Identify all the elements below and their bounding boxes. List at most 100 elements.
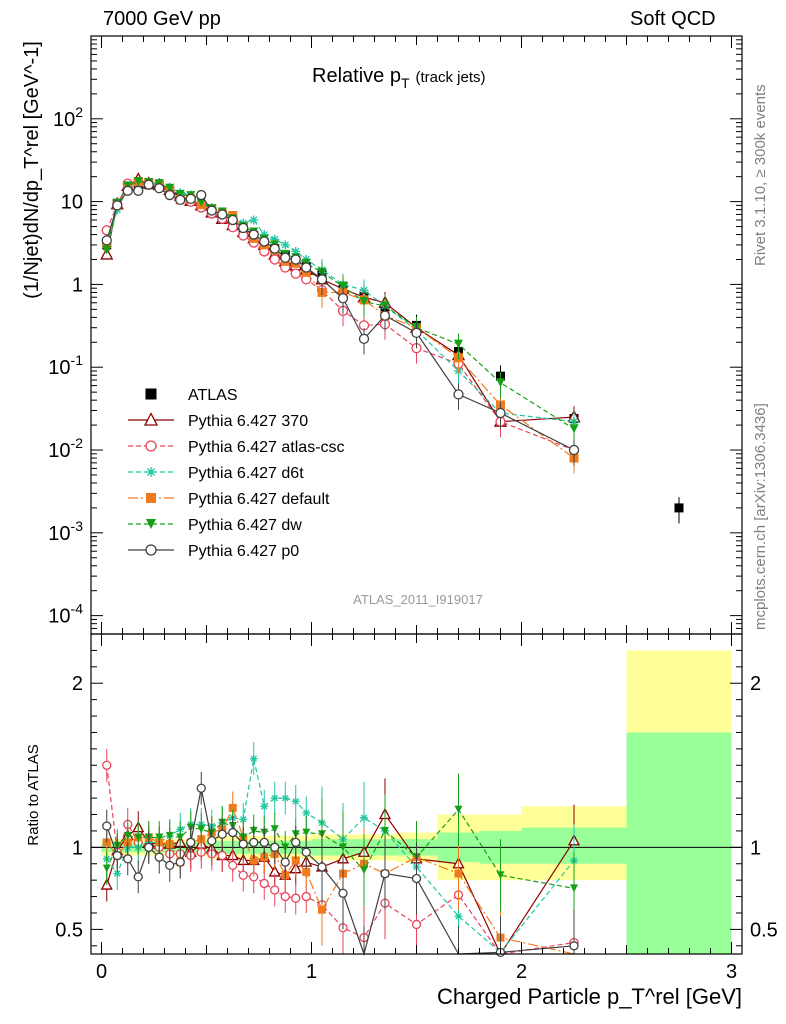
ratio-y-tick-label: 2 xyxy=(750,673,761,695)
data-point xyxy=(337,293,349,304)
y-tick-label: 10-1 xyxy=(48,352,83,379)
data-point xyxy=(112,200,123,211)
legend-entry: Pythia 6.427 dw xyxy=(128,517,302,534)
data-point xyxy=(270,885,280,895)
data-point xyxy=(317,862,327,872)
series-line xyxy=(106,184,575,451)
rivet-version-label: Rivet 3.1.10, ≥ 300k events xyxy=(752,84,769,266)
x-tick-label: 2 xyxy=(516,961,527,983)
header-right: Soft QCD xyxy=(630,8,716,30)
data-point xyxy=(239,815,248,824)
data-point xyxy=(143,412,159,426)
y-tick-label: 10-4 xyxy=(48,601,83,628)
data-point xyxy=(175,857,185,867)
y-tick-label: 1 xyxy=(72,274,83,296)
legend-label: ATLAS xyxy=(188,387,238,404)
header-left: 7000 GeV pp xyxy=(103,8,221,30)
y-tick-label: 10 xyxy=(61,192,83,214)
data-point xyxy=(570,884,578,893)
data-point xyxy=(196,783,206,793)
data-point xyxy=(569,424,579,434)
data-point xyxy=(281,794,290,803)
x-tick-label: 3 xyxy=(726,961,737,983)
data-point xyxy=(259,837,269,848)
data-point xyxy=(360,813,368,822)
data-point xyxy=(569,941,579,951)
data-point xyxy=(269,243,280,254)
data-point xyxy=(301,262,312,273)
data-point xyxy=(154,852,164,862)
legend-label: Pythia 6.427 dw xyxy=(188,517,302,534)
data-point xyxy=(238,839,248,849)
series-line xyxy=(106,180,575,430)
data-point xyxy=(259,230,269,240)
data-point xyxy=(338,281,348,291)
data-point xyxy=(133,176,143,186)
data-point xyxy=(270,794,279,803)
ratio-series-5 xyxy=(102,771,579,958)
data-point xyxy=(238,870,248,880)
data-point xyxy=(495,407,506,419)
data-point xyxy=(454,869,463,878)
ratio-line xyxy=(106,765,575,955)
data-point xyxy=(270,842,280,852)
data-point xyxy=(155,833,164,842)
series-line xyxy=(106,182,575,423)
ratio-y-tick-label: 1 xyxy=(750,837,761,859)
data-point xyxy=(291,797,300,806)
data-point xyxy=(145,440,157,452)
legend-entry: Pythia 6.427 atlas-csc xyxy=(128,439,345,456)
data-point xyxy=(228,860,238,871)
ratio-y-axis-label: Ratio to ATLAS xyxy=(25,744,42,845)
data-point xyxy=(217,209,228,220)
data-point xyxy=(291,246,301,256)
ratio-series-layer xyxy=(100,742,581,958)
data-point xyxy=(674,503,684,513)
data-point xyxy=(568,444,580,456)
data-point xyxy=(101,235,112,246)
data-point xyxy=(411,327,422,339)
ratio-line xyxy=(106,808,575,889)
mcplots-label: mcplots.cern.ch [arXiv:1306.3436] xyxy=(752,403,769,630)
ratio-y-tick-label: 1 xyxy=(72,837,83,859)
data-point xyxy=(302,867,311,876)
data-point xyxy=(359,297,369,307)
data-point xyxy=(290,268,301,279)
axes-layer: 10-4 10-3 10-2 10-1 1 10 102 0 1 2 3 0.5 0.5 1 1 2 2 (1/N… xyxy=(21,35,778,1009)
data-point xyxy=(227,214,238,226)
y-tick-label: 102 xyxy=(53,104,83,131)
data-point xyxy=(146,493,156,503)
uncertainty-band-green xyxy=(626,732,732,954)
data-point xyxy=(217,850,227,861)
series-2 xyxy=(101,177,580,466)
data-point xyxy=(144,842,154,852)
ratio-y-tick-label: 0.5 xyxy=(55,919,83,941)
analysis-tag: ATLAS_2011_I919017 xyxy=(353,592,483,607)
data-point xyxy=(290,254,301,265)
data-point xyxy=(280,240,290,250)
data-point xyxy=(146,519,156,529)
data-point xyxy=(102,245,112,255)
data-point xyxy=(280,891,290,902)
ratio-line xyxy=(106,758,575,954)
series-6 xyxy=(101,179,580,466)
x-tick-label: 1 xyxy=(306,961,317,983)
legend-entry: Pythia 6.427 370 xyxy=(128,412,308,430)
legend-label: Pythia 6.427 d6t xyxy=(188,465,304,482)
data-point xyxy=(196,189,207,201)
data-point xyxy=(249,215,259,225)
data-point xyxy=(217,829,227,839)
data-point xyxy=(113,869,122,878)
data-point xyxy=(379,310,391,321)
data-point xyxy=(165,831,174,840)
data-point xyxy=(175,189,185,199)
data-point xyxy=(154,183,165,194)
data-point xyxy=(270,825,279,834)
data-point xyxy=(122,185,133,196)
data-point xyxy=(302,828,311,837)
data-point xyxy=(496,378,505,388)
data-point xyxy=(134,833,143,842)
data-point xyxy=(165,860,175,871)
data-point xyxy=(270,234,280,244)
